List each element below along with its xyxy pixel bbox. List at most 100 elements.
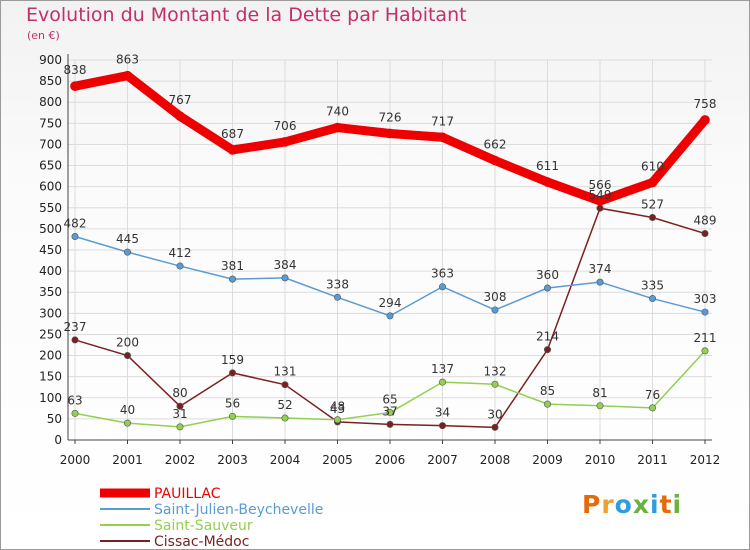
data-point	[438, 283, 446, 291]
data-labels-layer: 838 863 767 687 706 740 726 717 662 611 566 610 758 4…	[64, 53, 717, 422]
y-tick-label: 600	[39, 180, 62, 194]
data-point	[438, 378, 446, 386]
x-tick-label: 2001	[112, 453, 143, 467]
data-label: 335	[641, 279, 664, 293]
data-label: 662	[484, 137, 507, 151]
data-point	[438, 422, 446, 430]
y-tick-label: 150	[39, 370, 62, 384]
logo-letter: o	[614, 490, 633, 519]
data-label: 611	[536, 159, 559, 173]
x-tick-label: 2010	[585, 453, 616, 467]
chart-title: Evolution du Montant de la Dette par Hab…	[26, 4, 467, 26]
data-label: 482	[64, 216, 87, 230]
data-point	[176, 402, 184, 410]
data-label: 131	[274, 365, 297, 379]
legend-label: Saint-Sauveur	[154, 518, 253, 534]
data-point	[229, 275, 237, 283]
data-label: 159	[221, 353, 244, 367]
y-tick-label: 650	[39, 159, 62, 173]
data-point	[542, 177, 553, 187]
y-tick-label: 550	[39, 201, 62, 215]
logo-letter: r	[601, 490, 615, 519]
data-point	[595, 196, 605, 206]
data-label: 363	[431, 267, 454, 281]
legend-label: PAUILLAC	[154, 486, 221, 502]
y-tick-label: 750	[39, 116, 62, 130]
data-label: 384	[274, 258, 297, 272]
x-tick-label: 2003	[217, 453, 248, 467]
x-tick-label: 2005	[322, 453, 353, 467]
data-point	[648, 213, 656, 221]
data-label: 37	[382, 404, 397, 418]
data-point	[333, 293, 341, 301]
data-point	[281, 381, 289, 389]
logo-letter: t	[659, 490, 673, 519]
x-tick-label: 2004	[270, 453, 301, 467]
x-tick-label: 2012	[690, 453, 721, 467]
logo-letter: i	[650, 490, 660, 519]
data-label: 34	[435, 406, 450, 420]
y-tick-label: 300	[39, 306, 62, 320]
data-label: 767	[169, 93, 192, 107]
data-label: 56	[225, 396, 240, 410]
data-label: 489	[694, 214, 717, 228]
data-point	[386, 420, 394, 428]
data-label: 717	[431, 114, 454, 128]
y-tick-label: 250	[39, 327, 62, 341]
data-point	[229, 412, 237, 420]
data-label: 294	[379, 296, 402, 310]
data-point	[385, 128, 395, 139]
data-point	[71, 336, 79, 344]
data-point	[122, 70, 133, 81]
data-point	[648, 295, 656, 303]
data-point	[701, 347, 709, 355]
y-tick-label: 500	[39, 222, 62, 236]
series-layer	[70, 70, 710, 431]
data-label: 63	[67, 393, 82, 407]
y-tick-label: 850	[39, 74, 62, 88]
y-tick-label: 0	[54, 433, 62, 447]
data-label: 211	[694, 331, 717, 345]
y-tick-label: 350	[39, 285, 62, 299]
data-label: 726	[379, 110, 402, 124]
data-point	[281, 414, 289, 422]
y-tick-label: 800	[39, 95, 62, 109]
data-point	[543, 400, 551, 408]
x-tick-label: 2002	[165, 453, 196, 467]
data-label: 566	[589, 178, 612, 192]
data-point	[280, 137, 290, 147]
data-point	[386, 409, 394, 417]
data-point	[701, 308, 709, 316]
data-point	[176, 262, 184, 270]
data-point	[70, 81, 80, 91]
data-point	[71, 409, 79, 417]
data-label: 80	[172, 386, 187, 400]
data-point	[229, 369, 237, 377]
data-point	[491, 423, 499, 431]
data-point	[437, 132, 448, 143]
logo-letter: P	[582, 490, 602, 519]
legend-label: Saint-Julien-Beychevelle	[154, 502, 323, 518]
data-point	[647, 177, 658, 188]
data-point	[491, 306, 499, 314]
y-tick-label: 900	[39, 53, 62, 67]
x-tick-label: 2008	[480, 453, 511, 467]
data-label: 445	[116, 232, 139, 246]
data-point	[227, 145, 238, 155]
data-label: 214	[536, 330, 559, 344]
data-point	[124, 248, 132, 256]
data-label: 687	[221, 127, 244, 141]
data-point	[648, 404, 656, 412]
data-label: 758	[694, 97, 717, 111]
data-label: 52	[277, 398, 292, 412]
data-point	[700, 115, 710, 125]
data-label: 838	[64, 63, 87, 77]
data-point	[490, 155, 500, 166]
data-label: 65	[382, 393, 397, 407]
x-tick-label: 2011	[637, 453, 668, 467]
data-label: 308	[484, 290, 507, 304]
data-label: 610	[641, 159, 664, 173]
data-point	[596, 402, 604, 410]
